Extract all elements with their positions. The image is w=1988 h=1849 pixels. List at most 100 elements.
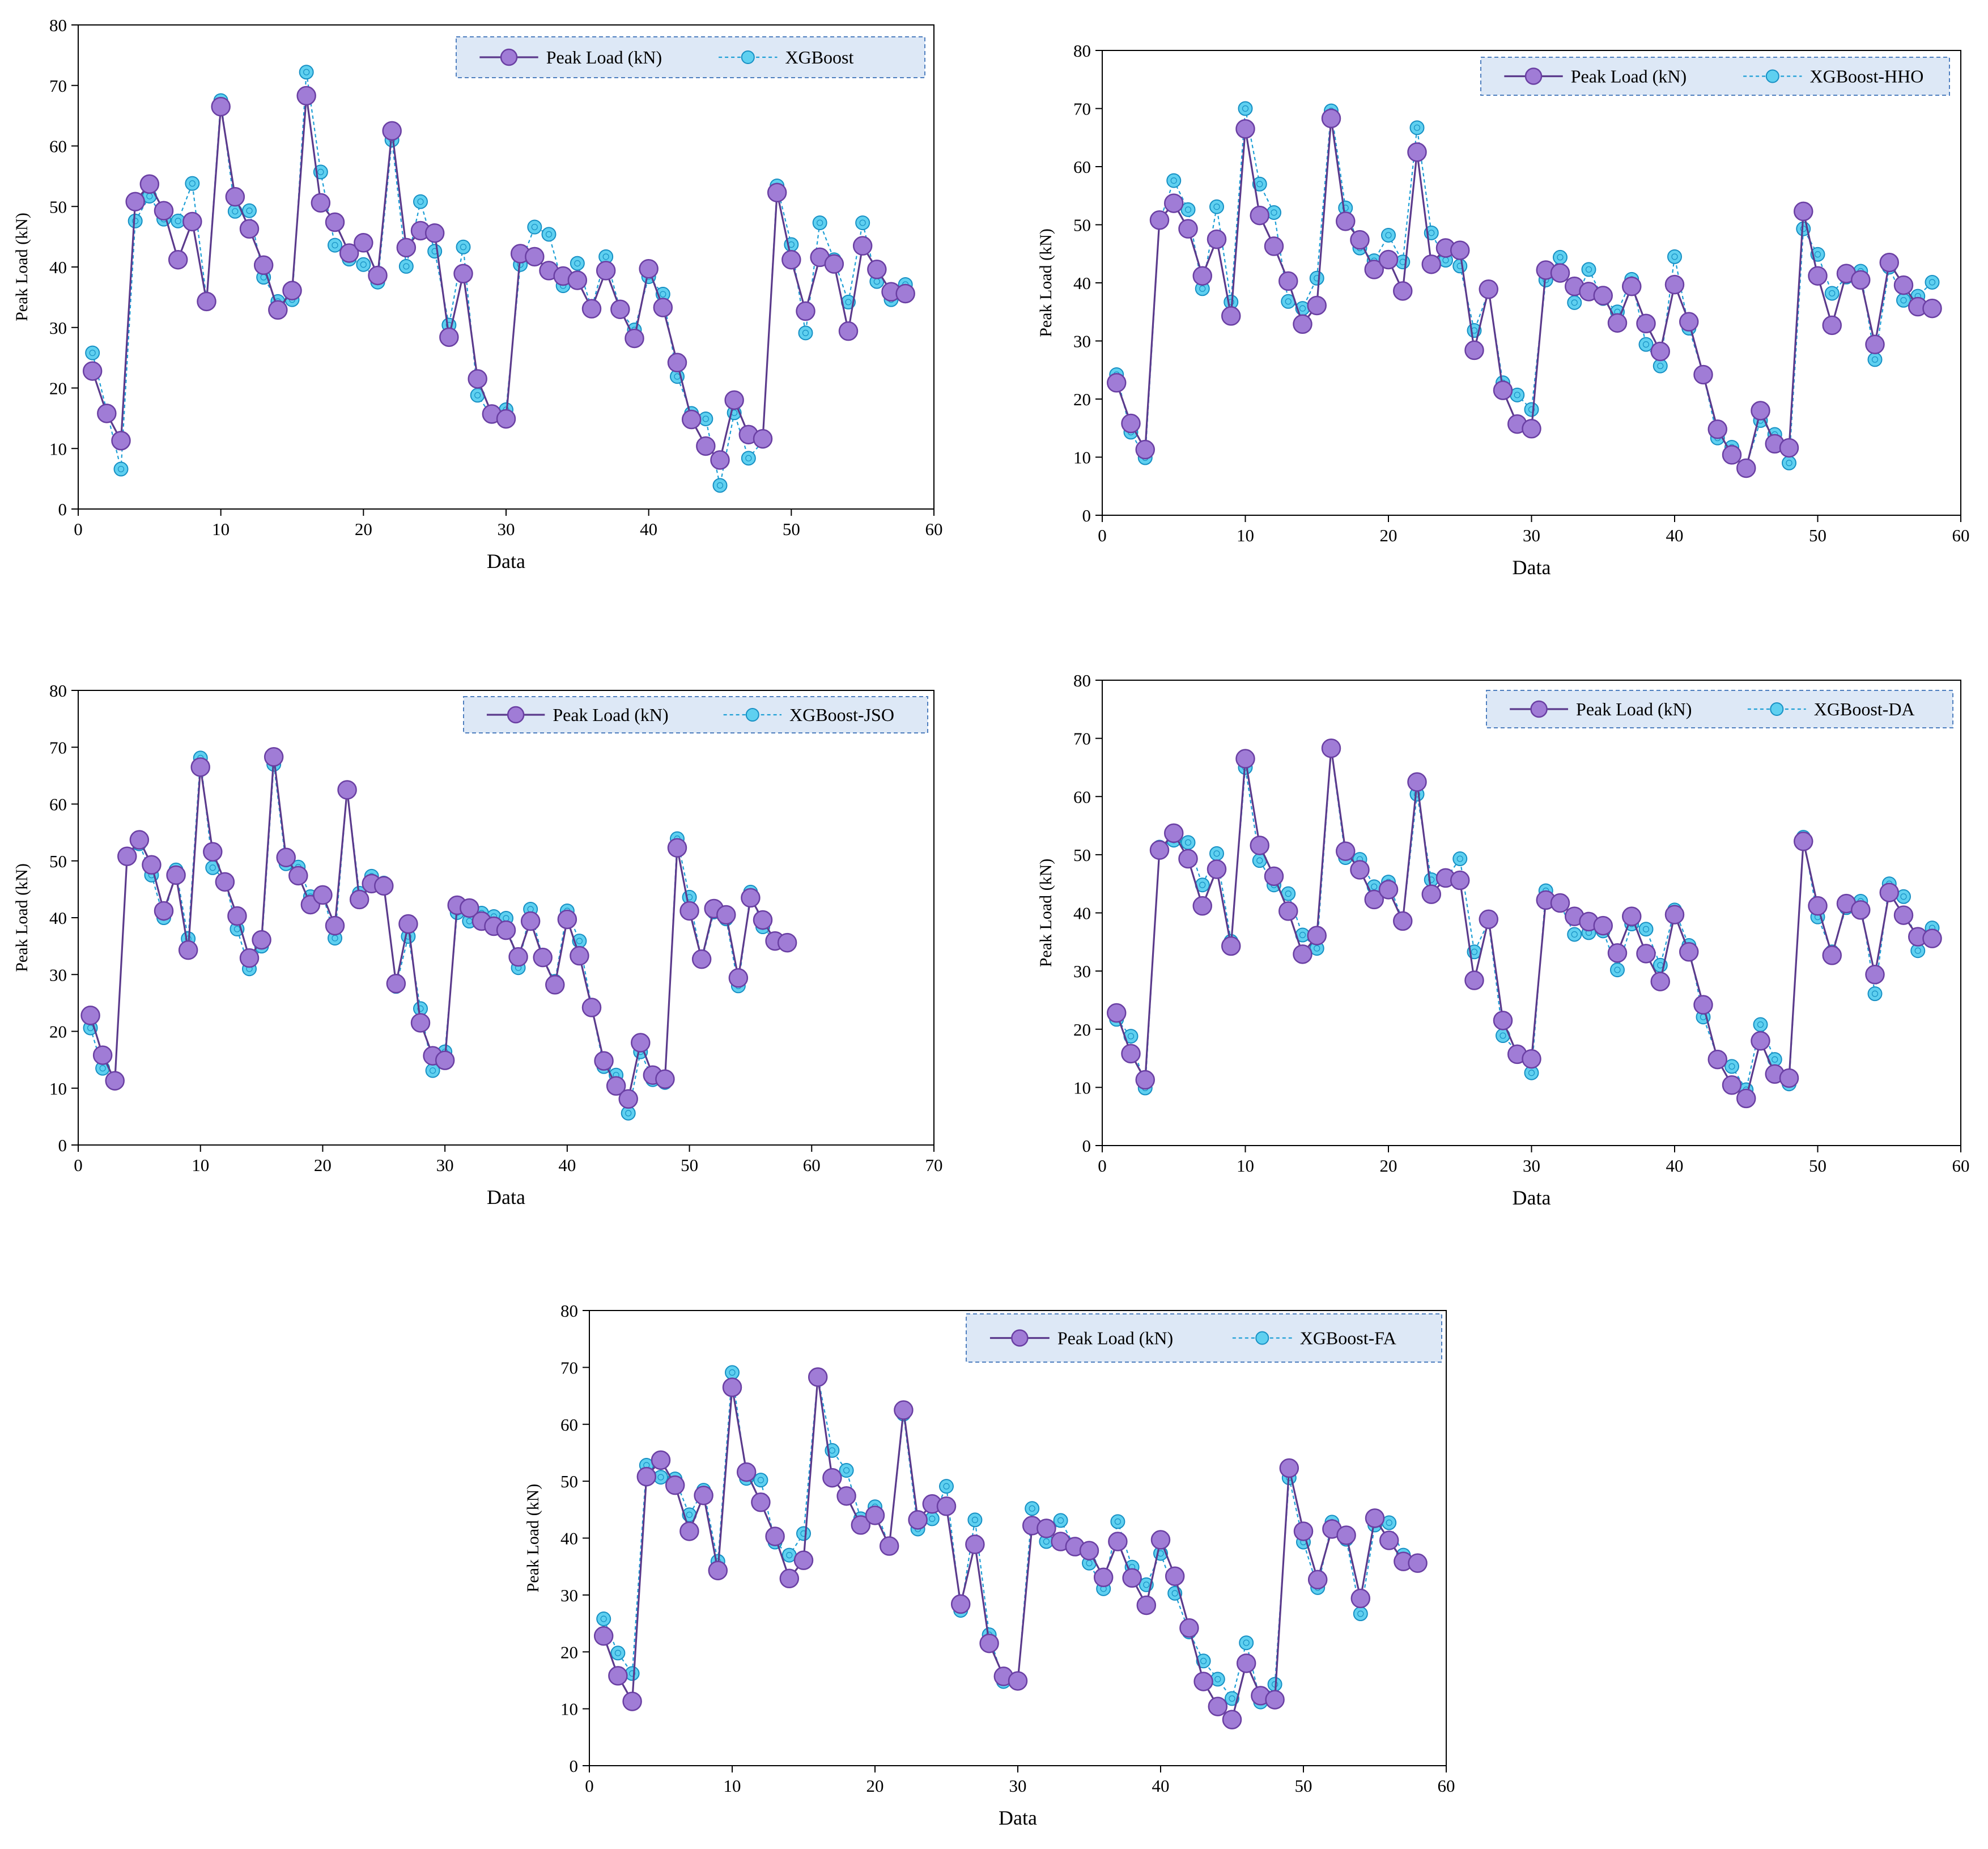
panel-4-predicted-point-ring [1256,857,1263,864]
panel-1-actual-point [581,299,602,319]
panel-2-legend-predicted-marker [1765,69,1779,83]
panel-5-y-tick-label: 0 [570,1756,579,1776]
panel-5-actual-point [865,1506,885,1525]
panel-1-actual-point [382,121,402,141]
panel-1-actual-point [867,260,887,279]
panel-3-legend-actual-marker [507,706,525,724]
panel-5-predicted-point-ring [614,1649,622,1656]
panel-2-predicted-point-ring [1786,460,1792,467]
panel-4-actual-point [1479,909,1498,930]
panel-4-actual-point [1522,1049,1541,1069]
panel-3-actual-point [313,885,333,905]
panel-3-actual-point [288,866,308,886]
panel-4-actual-point [1636,944,1656,964]
panel-2-actual-point [1149,210,1170,230]
panel-3-actual-point [618,1089,638,1109]
panel-3-actual-point [520,911,541,931]
panel-2-predicted-point [1252,176,1267,192]
panel-1-predicted-point-ring [317,168,324,176]
panel-1-actual-point [667,353,687,372]
panel-4-actual-point [1364,889,1384,910]
panel-2-y-tick-label: 60 [1073,157,1091,177]
panel-1-actual-point [97,404,117,423]
panel-2-actual-point [1707,419,1727,439]
panel-4-predicted-point-ring [1314,945,1320,952]
panel-5-actual-point [1150,1530,1171,1550]
panel-2-predicted-point [1567,295,1582,310]
panel-2-actual-point [1450,240,1470,260]
panel-1-predicted-point [299,65,314,80]
panel-5-x-tick-label: 10 [724,1776,741,1796]
panel-4-actual-point [1250,836,1269,855]
panel-1-predicted-point-ring [602,253,609,260]
panel-5-x-tick-label: 50 [1295,1776,1312,1796]
panel-1-y-tick-label: 10 [49,439,67,459]
panel-4-y-tick-label: 80 [1073,671,1091,690]
panel-5-predicted-point-ring [1029,1505,1035,1512]
panel-5-predicted-point [753,1473,768,1488]
panel-1-actual-point [824,254,844,274]
panel-2-predicted-point [1638,337,1654,352]
panel-5-actual-point [1122,1568,1142,1588]
panel-3-actual-point [276,847,296,867]
panel-1-y-tick-label: 0 [58,499,67,519]
panel-3-actual-point [398,914,418,934]
panel-2-actual-point [1822,315,1842,336]
panel-4-y-tick-label: 40 [1073,904,1091,923]
panel-5-legend-actual-label: Peak Load (kN) [1057,1328,1173,1348]
panel-1-predicted-point [741,451,756,466]
panel-1-predicted-point [185,176,200,191]
panel-4-x-axis-label: Data [1513,1186,1551,1209]
panel-5-actual-point [751,1492,771,1512]
panel-2-predicted-point-ring [1170,177,1177,184]
panel-5-predicted-point-ring [943,1483,950,1490]
panel-2-x-tick-label: 50 [1809,525,1826,545]
panel-1-x-tick-label: 50 [783,519,800,539]
panel-5-x-tick-label: 30 [1009,1776,1027,1796]
panel-5-actual-point [965,1534,985,1554]
panel-4-x-tick-label: 30 [1523,1156,1540,1176]
panel-2-y-axis-label: Peak Load (kN) [1037,228,1055,337]
panel-1-actual-point [239,219,260,239]
panel-3-x-tick-label: 0 [74,1155,83,1175]
panel-5-predicted-point [939,1479,954,1494]
panel-5-predicted-point-ring [1171,1590,1178,1597]
panel-2-x-tick-label: 60 [1952,525,1970,545]
panel-2-actual-point [1235,119,1255,139]
panel-5-actual-point [665,1475,685,1495]
panel-1-predicted-point-ring [745,455,752,461]
panel-4-actual-point [1650,972,1670,991]
panel-4-actual-point [1421,884,1441,904]
panel-5-predicted-point [1225,1691,1239,1706]
panel-1-predicted-point-ring [132,218,139,224]
panel-2-predicted-point-ring [1871,356,1879,363]
panel-4-actual-point [1336,841,1356,861]
panel-5-legend-predicted-label: XGBoost-FA [1300,1328,1396,1348]
panel-1-actual-point [496,409,516,429]
panel-2-predicted-point-ring [1285,298,1292,305]
panel-3-actual-point [239,948,260,968]
panel-4-actual-point [1922,928,1942,948]
panel-1-predicted-point-ring [460,244,467,251]
panel-1-legend-predicted-label: XGBoost [785,47,853,67]
panel-5-predicted-point [1196,1653,1211,1669]
panel-2-actual-point [1736,458,1756,478]
panel-5-actual-point [950,1594,971,1614]
panel-2-predicted-point [1309,270,1324,286]
panel-4-actual-point [1149,840,1170,860]
panel-3-predicted-point-ring [625,1110,632,1117]
panel-2-predicted-point [1209,199,1224,214]
panel-3-actual-point [203,842,223,862]
panel-5-actual-point [1307,1570,1328,1590]
panel-4-predicted-point-ring [1213,850,1220,857]
panel-5-actual-point [1222,1710,1242,1729]
panel-5-actual-point [651,1450,671,1470]
panel-4-actual-point [1593,915,1613,936]
panel-1-predicted-point [812,215,827,231]
panel-2-x-tick-label: 40 [1666,525,1684,545]
panel-2-legend-actual-label: Peak Load (kN) [1571,66,1687,87]
panel-5-predicted-point [967,1512,983,1528]
panel-2-predicted-point-ring [1514,392,1520,398]
panel-5-predicted-point [1210,1672,1225,1687]
panel-1-predicted-point-ring [845,299,852,306]
